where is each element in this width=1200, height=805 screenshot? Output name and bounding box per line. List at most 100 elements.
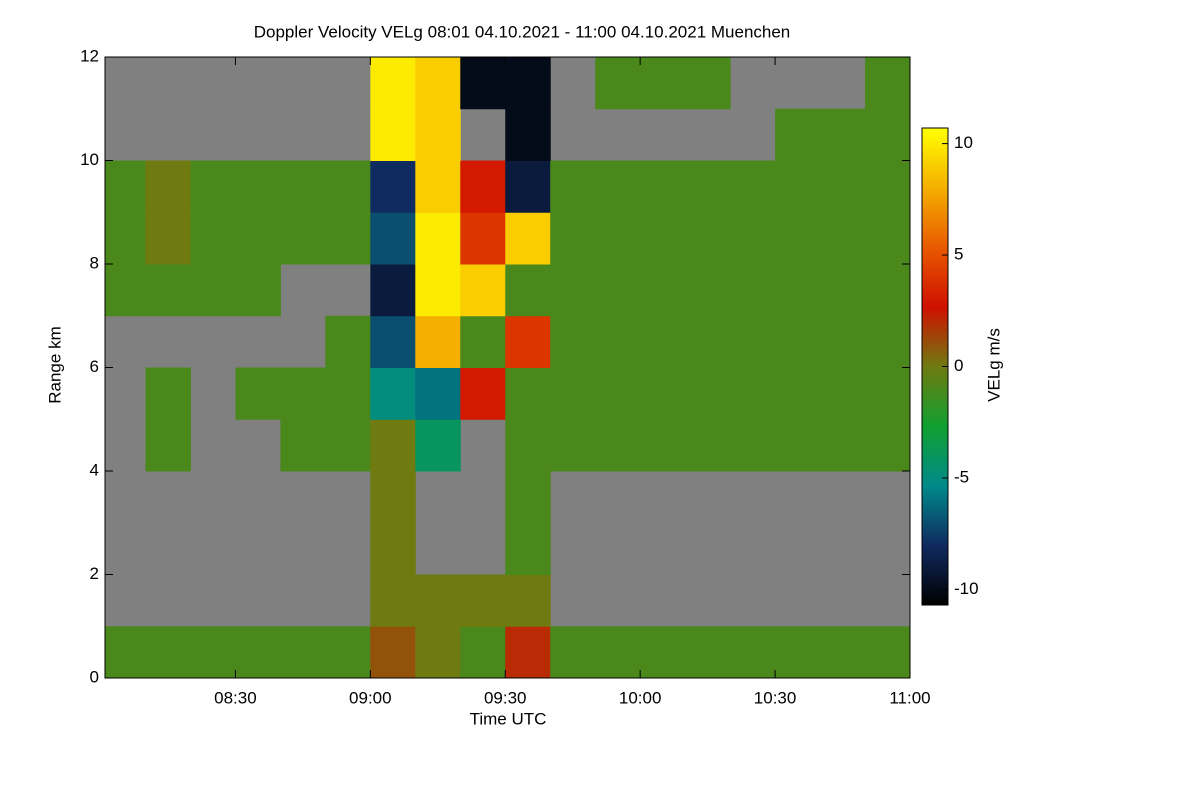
chart-title: Doppler Velocity VELg 08:01 04.10.2021 -… — [254, 22, 791, 41]
heatmap-cell — [685, 160, 731, 213]
colorbar-tick-label: -10 — [954, 579, 979, 598]
heatmap-cell — [775, 626, 821, 679]
y-tick-label: 12 — [80, 46, 99, 65]
heatmap-cell — [505, 419, 551, 472]
heatmap-cell — [595, 57, 641, 110]
heatmap-cell — [865, 367, 911, 420]
heatmap-cell — [415, 574, 461, 627]
heatmap-cell — [640, 626, 686, 679]
y-axis-label: Range km — [45, 326, 64, 403]
heatmap-cell — [415, 57, 461, 110]
heatmap-cell — [370, 108, 416, 161]
heatmap-cell — [595, 212, 641, 265]
heatmap-cell — [505, 626, 551, 679]
heatmap-cell — [865, 108, 911, 161]
heatmap-cell — [640, 160, 686, 213]
heatmap-cell — [685, 419, 731, 472]
x-tick-label: 11:00 — [889, 688, 930, 707]
heatmap-cell — [640, 315, 686, 368]
heatmap-cell — [280, 367, 326, 420]
heatmap-cell — [865, 212, 911, 265]
heatmap-cell — [325, 367, 371, 420]
heatmap-cell — [460, 367, 506, 420]
heatmap-cell — [820, 212, 866, 265]
heatmap-cell — [415, 419, 461, 472]
heatmap-cell — [190, 160, 236, 213]
heatmap-cell — [460, 264, 506, 317]
colorbar-tick-label: -5 — [954, 467, 969, 486]
heatmap-cell — [730, 315, 776, 368]
heatmap-cell — [550, 212, 596, 265]
heatmap-cell — [550, 367, 596, 420]
heatmap-cell — [145, 367, 191, 420]
heatmap-cell — [190, 212, 236, 265]
heatmap-cell — [415, 315, 461, 368]
heatmap-cell — [370, 522, 416, 575]
heatmap-cell — [730, 212, 776, 265]
heatmap-cell — [190, 264, 236, 317]
heatmap-cell — [730, 264, 776, 317]
heatmap-cell — [595, 160, 641, 213]
y-tick-label: 2 — [90, 564, 99, 583]
heatmap-cell — [505, 471, 551, 524]
heatmap-cell — [730, 367, 776, 420]
heatmap-cell — [550, 419, 596, 472]
heatmap-cell — [325, 419, 371, 472]
heatmap-cell — [865, 626, 911, 679]
y-tick-label: 6 — [90, 357, 99, 376]
heatmap-cell — [685, 626, 731, 679]
heatmap-cell — [415, 160, 461, 213]
heatmap-cell — [415, 264, 461, 317]
heatmap-cell — [640, 57, 686, 110]
heatmap-cell — [730, 626, 776, 679]
x-tick-label: 09:30 — [484, 688, 527, 707]
heatmap-cell — [505, 212, 551, 265]
x-tick-label: 10:00 — [619, 688, 662, 707]
colorbar-label: VELg m/s — [984, 328, 1003, 402]
x-tick-label: 09:00 — [349, 688, 392, 707]
heatmap-cell — [325, 160, 371, 213]
heatmap-cell — [370, 212, 416, 265]
heatmap-cell — [280, 419, 326, 472]
x-axis-label: Time UTC — [470, 709, 547, 728]
heatmap-cell — [505, 108, 551, 161]
heatmap-cell — [595, 367, 641, 420]
heatmap-cell — [415, 626, 461, 679]
heatmap-cell — [505, 160, 551, 213]
colorbar-tick-label: 0 — [954, 356, 963, 375]
heatmap-cell — [730, 419, 776, 472]
heatmap-cell — [730, 160, 776, 213]
heatmap-cell — [460, 160, 506, 213]
heatmap-cell — [775, 108, 821, 161]
heatmap-cell — [550, 264, 596, 317]
heatmap-cell — [595, 264, 641, 317]
heatmap-cell — [415, 367, 461, 420]
heatmap-cell — [145, 419, 191, 472]
heatmap-cell — [460, 626, 506, 679]
heatmap-cell — [105, 212, 146, 265]
heatmap-cell — [595, 315, 641, 368]
heatmap-cell — [820, 160, 866, 213]
heatmap-cell — [820, 626, 866, 679]
heatmap-cell — [235, 264, 281, 317]
heatmap-cell — [280, 160, 326, 213]
heatmap-cell — [820, 367, 866, 420]
heatmap-cell — [550, 160, 596, 213]
heatmap-cell — [865, 315, 911, 368]
heatmap-cell — [370, 419, 416, 472]
heatmap-cell — [640, 264, 686, 317]
heatmap-cell — [820, 315, 866, 368]
heatmap-cell — [505, 522, 551, 575]
y-tick-label: 4 — [90, 460, 99, 479]
heatmap-cell — [370, 57, 416, 110]
heatmap-cell — [415, 212, 461, 265]
heatmap-cell — [235, 212, 281, 265]
heatmap-cell — [460, 212, 506, 265]
heatmap-cell — [415, 108, 461, 161]
heatmap-cell — [370, 160, 416, 213]
heatmap-cell — [145, 626, 191, 679]
heatmap-cell — [280, 212, 326, 265]
x-tick-label: 08:30 — [214, 688, 257, 707]
x-tick-label: 10:30 — [754, 688, 797, 707]
heatmap-cell — [460, 315, 506, 368]
